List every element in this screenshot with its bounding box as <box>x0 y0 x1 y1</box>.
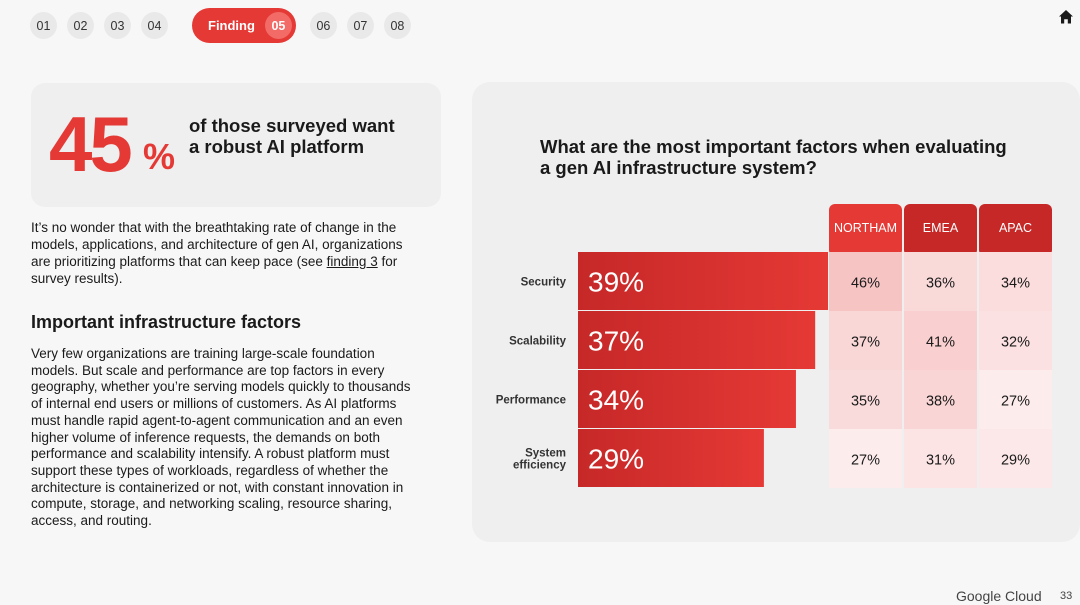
chart-panel: What are the most important factors when… <box>472 82 1080 542</box>
region-cell <box>829 252 902 311</box>
intro-text-before: It’s no wonder that with the breathtakin… <box>31 220 403 269</box>
region-cell-value: 29% <box>1001 453 1030 469</box>
region-cell <box>979 252 1052 311</box>
google-cloud-logo: Google Cloud <box>956 588 1042 604</box>
region-header-apac <box>979 204 1052 256</box>
stat-percent-sign: % <box>143 136 176 177</box>
nav-item-active-finding[interactable]: Finding 05 <box>192 8 296 43</box>
region-cell-value: 34% <box>1001 276 1030 292</box>
region-cell <box>979 370 1052 429</box>
bar <box>578 311 816 369</box>
nav-item-08[interactable]: 08 <box>383 12 411 39</box>
category-label: efficiency <box>513 460 567 472</box>
region-cell <box>904 370 977 429</box>
body-paragraph: Very few organizations are training larg… <box>31 346 411 529</box>
region-cell-value: 31% <box>926 453 955 469</box>
factors-chart: NORTHAM EMEA APAC 46% 36% 34% 37% 41% 32% 35% 38% 2… <box>496 204 1052 488</box>
category-label: Performance <box>496 395 566 407</box>
bar-value-label: 34% <box>588 385 644 416</box>
stat-description: of those surveyed want a robust AI platf… <box>189 115 395 157</box>
category-label: Scalability <box>509 336 566 348</box>
region-cell-value: 32% <box>1001 335 1030 351</box>
region-label: EMEA <box>923 221 959 235</box>
region-header-emea <box>904 204 977 256</box>
section-heading: Important infrastructure factors <box>31 312 302 332</box>
region-header-northam <box>829 204 902 256</box>
category-label: Security <box>521 277 567 289</box>
region-cell <box>829 429 902 488</box>
chart-title: What are the most important factors when… <box>540 136 1007 178</box>
nav-item-02[interactable]: 02 <box>67 12 94 39</box>
bar <box>578 429 764 487</box>
finding-3-link[interactable]: finding 3 <box>326 254 378 269</box>
region-cell <box>829 311 902 370</box>
nav-item-04[interactable]: 04 <box>141 12 168 39</box>
region-label: APAC <box>999 221 1032 235</box>
home-icon[interactable] <box>1058 9 1074 25</box>
finding-nav: 01 02 03 04 Finding 05 06 07 08 <box>30 8 421 43</box>
region-cell <box>904 429 977 488</box>
bar-value-label: 37% <box>588 326 644 357</box>
region-cell-value: 38% <box>926 394 955 410</box>
intro-paragraph: It’s no wonder that with the breathtakin… <box>31 219 411 287</box>
bar <box>578 370 796 428</box>
region-cell-value: 27% <box>1001 394 1030 410</box>
region-cell <box>904 311 977 370</box>
nav-active-label: Finding <box>208 18 255 33</box>
region-cell-value: 41% <box>926 335 955 351</box>
region-cell-value: 27% <box>851 453 880 469</box>
bar-value-label: 39% <box>588 267 644 298</box>
page-number: 33 <box>1060 590 1073 602</box>
stat-number: 45 <box>49 100 133 188</box>
region-label: NORTHAM <box>834 221 897 235</box>
region-cell <box>979 311 1052 370</box>
bar <box>578 252 828 310</box>
nav-item-01[interactable]: 01 <box>30 12 57 39</box>
region-cell-value: 36% <box>926 276 955 292</box>
nav-item-03[interactable]: 03 <box>104 12 131 39</box>
region-cell <box>904 252 977 311</box>
region-cell-value: 46% <box>851 276 880 292</box>
region-cell <box>829 370 902 429</box>
region-cell-value: 37% <box>851 335 880 351</box>
intro-text-after: for survey results). <box>31 254 398 286</box>
bar-value-label: 29% <box>588 444 644 475</box>
stat-card: 45 % of those surveyed want a robust AI … <box>31 83 441 207</box>
region-cell-value: 35% <box>851 394 880 410</box>
category-label: System <box>525 448 566 460</box>
region-cell <box>979 429 1052 488</box>
nav-item-07[interactable]: 07 <box>346 12 374 39</box>
nav-item-06[interactable]: 06 <box>309 12 337 39</box>
nav-active-number: 05 <box>264 12 292 39</box>
